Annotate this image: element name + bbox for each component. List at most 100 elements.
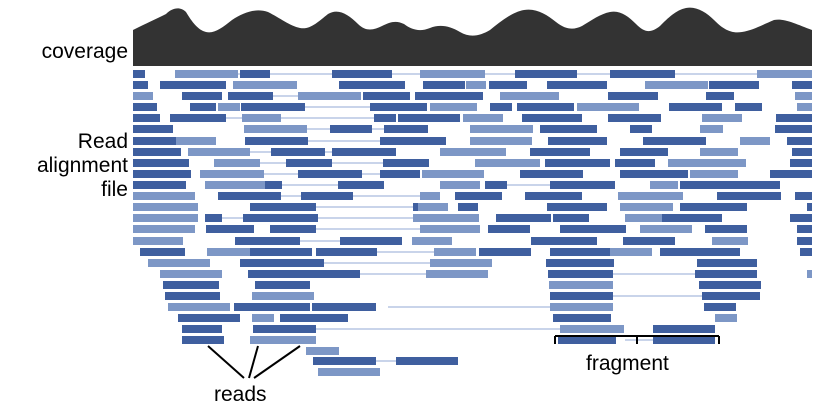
read-segment — [540, 125, 597, 133]
read-segment — [625, 214, 664, 222]
read-segment — [458, 203, 478, 211]
read-segment — [548, 137, 607, 145]
read-segment — [218, 192, 281, 200]
read-segment — [489, 81, 527, 89]
read-segment — [547, 203, 607, 211]
read-segment — [332, 70, 392, 78]
read-segment — [133, 225, 195, 233]
read-segment — [250, 248, 312, 256]
read-segment — [440, 148, 506, 156]
fragment-bracket — [554, 335, 720, 344]
read-segment — [253, 325, 316, 333]
read-segment — [243, 214, 318, 222]
read-segment — [140, 248, 185, 256]
read-segment — [133, 125, 173, 133]
read-segment — [500, 92, 559, 100]
read-segment — [620, 170, 688, 178]
read-segment — [383, 159, 429, 167]
read-segment — [420, 70, 485, 78]
read-segment — [640, 225, 692, 233]
read-segment — [340, 237, 402, 245]
read-segment — [380, 170, 420, 178]
read-segment — [795, 192, 812, 200]
read-segment — [133, 148, 181, 156]
read-segment — [490, 103, 512, 111]
read-segment — [413, 203, 418, 211]
reads-pointer-middle — [248, 345, 259, 379]
read-segment — [545, 159, 610, 167]
read-segment — [662, 214, 722, 222]
read-segment — [413, 214, 479, 222]
annotations — [207, 335, 720, 379]
read-segment — [797, 103, 812, 111]
read-segment — [339, 81, 405, 89]
read-segment — [252, 292, 314, 300]
read-segment — [488, 225, 530, 233]
read-segment — [434, 248, 476, 256]
read-segment — [496, 214, 551, 222]
read-segment — [470, 137, 532, 145]
read-segment — [207, 248, 251, 256]
read-segment — [235, 237, 300, 245]
read-segment — [618, 192, 683, 200]
read-segment — [420, 225, 480, 233]
read-segment — [248, 270, 310, 278]
read-segment — [163, 281, 219, 289]
read-segment — [190, 103, 216, 111]
read-segment — [702, 114, 742, 122]
read-segment — [148, 259, 210, 267]
read-segment — [133, 92, 153, 100]
read-segment — [313, 357, 376, 365]
read-segment — [475, 159, 540, 167]
read-segment — [160, 81, 226, 89]
read-segment — [298, 92, 361, 100]
reads-label: reads — [214, 383, 267, 406]
read-segment — [265, 181, 282, 189]
read-segment — [792, 81, 812, 89]
read-segment — [792, 148, 812, 156]
read-segment — [800, 248, 812, 256]
read-segment — [620, 203, 673, 211]
read-segment — [643, 137, 706, 145]
read-segment — [426, 270, 488, 278]
read-segment — [705, 225, 747, 233]
reads-pointer-left — [207, 345, 245, 379]
read-segment — [620, 148, 668, 156]
read-segment — [623, 237, 675, 245]
read-segment — [700, 148, 738, 156]
read-segment — [807, 203, 812, 211]
read-segment — [577, 103, 639, 111]
read-segment — [550, 248, 610, 256]
read-segment — [218, 103, 240, 111]
read-segment — [332, 148, 396, 156]
read-segment — [790, 159, 812, 167]
read-segment — [170, 114, 226, 122]
read-segment — [176, 137, 216, 145]
read-segment — [466, 81, 486, 89]
read-segment — [553, 314, 611, 322]
read-segment — [547, 81, 607, 89]
read-segment — [470, 125, 533, 133]
read-segment — [205, 214, 222, 222]
read-segment — [240, 259, 302, 267]
read-segment — [560, 325, 624, 333]
read-segment — [228, 92, 273, 100]
read-segment — [455, 192, 502, 200]
read-segment — [380, 137, 446, 145]
read-segment — [133, 170, 191, 178]
reads-pointer-right — [253, 345, 301, 379]
read-segment — [338, 181, 384, 189]
read-segment — [653, 336, 715, 344]
read-segment — [270, 225, 316, 233]
read-segment — [244, 125, 307, 133]
read-segment — [517, 103, 574, 111]
read-segment — [653, 325, 715, 333]
read-segment — [234, 303, 310, 311]
read-segment — [550, 181, 615, 189]
read-segment — [690, 170, 738, 178]
read-segment — [175, 70, 238, 78]
read-segment — [330, 125, 372, 133]
read-segment — [550, 303, 613, 311]
